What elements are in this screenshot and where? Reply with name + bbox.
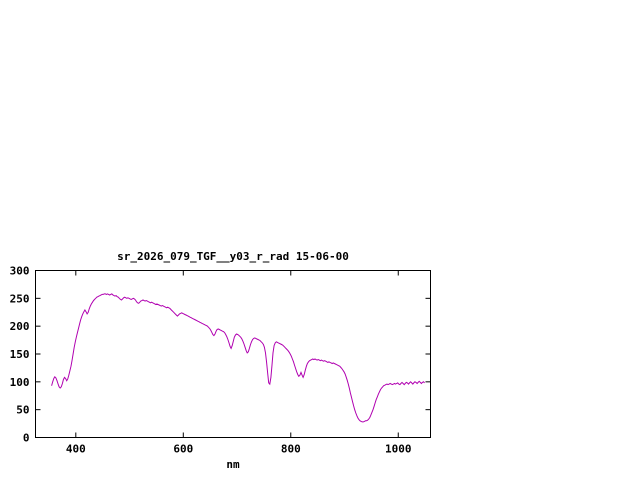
y-tick-label: 50 [16,404,29,417]
x-tick-label: 800 [281,443,301,456]
y-tick-label: 100 [10,376,30,389]
y-tick-label: 250 [10,292,30,305]
tick-marks [35,270,431,438]
x-tick-label: 1000 [385,443,412,456]
x-axis-label: nm [226,458,240,471]
y-tick-label: 150 [10,348,30,361]
spectrum-line [51,293,425,423]
y-tick-label: 200 [10,320,30,333]
x-tick-label: 400 [66,443,86,456]
axes [35,270,431,438]
y-tick-label: 0 [23,432,30,445]
y-tick-label: 300 [10,265,30,278]
plot-border [35,270,431,438]
tick-labels: 400 600 800 1000 0 50 100 150 200 250 300 [10,265,412,456]
x-tick-label: 600 [173,443,193,456]
chart-title: sr_2026_079_TGF__y03_r_rad 15-06-00 [117,250,349,263]
